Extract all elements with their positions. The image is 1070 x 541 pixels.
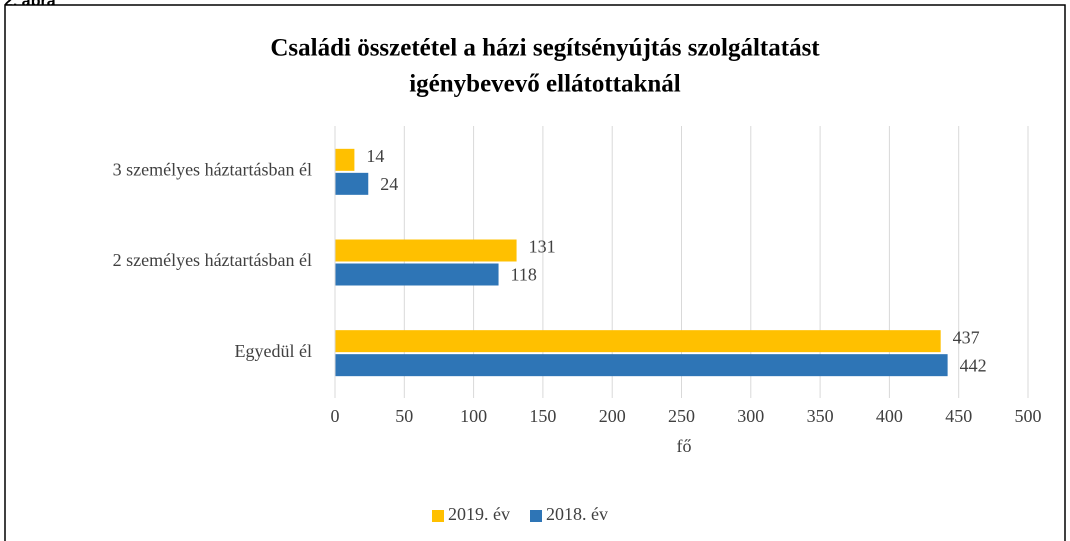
bar [335,354,948,377]
x-tick-label: 350 [807,406,834,426]
data-label: 14 [366,146,384,166]
chart-frame [4,4,1066,541]
legend-label: 2018. év [546,504,608,524]
data-label: 118 [511,265,537,285]
bar [335,239,517,262]
bar [335,330,941,353]
x-tick-label: 0 [331,406,340,426]
x-tick-label: 400 [876,406,903,426]
x-tick-label: 300 [737,406,764,426]
legend-label: 2019. év [448,504,510,524]
y-tick-label: 3 személyes háztartásban él [113,159,312,179]
x-tick-label: 150 [529,406,556,426]
chart-title: Családi összetétel a házi segítsényújtás… [270,35,820,62]
y-tick-label: 2 személyes háztartásban él [113,250,312,270]
data-label: 131 [529,237,556,257]
x-tick-label: 100 [460,406,487,426]
x-tick-label: 50 [395,406,413,426]
bar [335,263,499,286]
x-tick-label: 200 [599,406,626,426]
x-tick-label: 250 [668,406,695,426]
data-label: 442 [960,355,987,375]
x-tick-label: 450 [945,406,972,426]
chart-title: igénybevevő ellátottaknál [409,71,681,98]
legend-swatch [432,510,444,522]
x-axis-label: fő [677,436,692,456]
data-label: 437 [953,327,980,347]
data-label: 24 [380,174,398,194]
x-tick-label: 500 [1015,406,1042,426]
y-tick-label: Egyedül él [235,341,312,361]
legend-swatch [530,510,542,522]
bar [335,172,369,195]
bar [335,148,355,171]
